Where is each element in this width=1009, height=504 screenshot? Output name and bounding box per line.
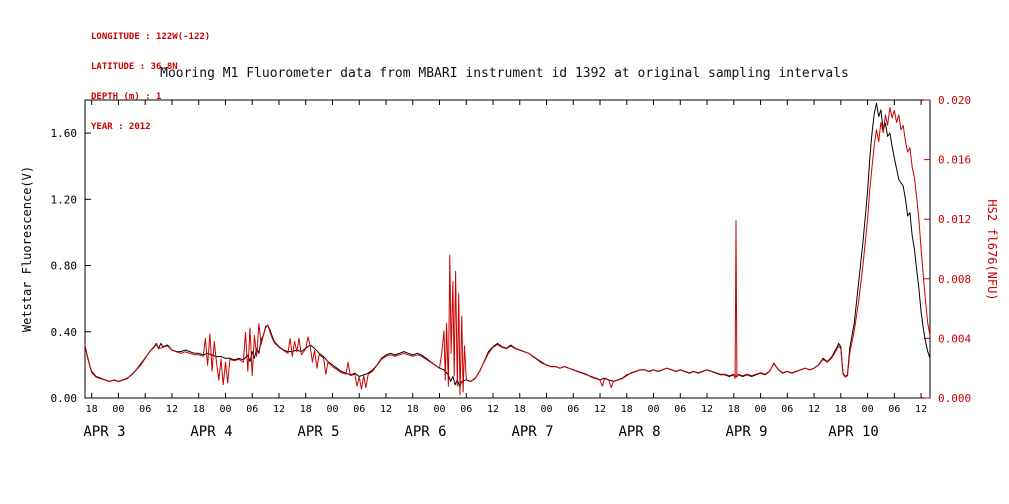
x-tick-label: 12 — [273, 404, 285, 415]
x-tick-label: 06 — [781, 404, 793, 415]
x-day-label: APR 8 — [618, 424, 660, 440]
x-tick-label: 12 — [487, 404, 499, 415]
x-tick-label: 06 — [139, 404, 151, 415]
x-day-label: APR 10 — [828, 424, 879, 440]
x-tick-label: 00 — [433, 404, 445, 415]
y-left-tick-label: 0.00 — [51, 392, 78, 405]
metadata-line-latitude: LATITUDE : 36.8N — [91, 62, 178, 72]
y-right-tick-label: 0.016 — [938, 154, 971, 167]
x-tick-label: 06 — [246, 404, 258, 415]
plot-border — [84, 99, 931, 399]
y-left-tick-label: 0.40 — [51, 326, 78, 339]
x-tick-label: 06 — [353, 404, 365, 415]
series-line-wetstar — [84, 102, 931, 387]
x-tick-label: 18 — [193, 404, 205, 415]
x-tick-label: 18 — [621, 404, 633, 415]
x-day-label: APR 5 — [297, 424, 339, 440]
plot-layer: 18 00 06 12 18 00 06 12 18 00 06 12 18 00 06 12 18 00 06 12… — [51, 94, 972, 440]
x-day-label: APR 6 — [404, 424, 446, 440]
x-tick-label: 00 — [326, 404, 338, 415]
x-tick-label: 12 — [166, 404, 178, 415]
x-day-label: APR 7 — [511, 424, 553, 440]
x-tick-label: 18 — [835, 404, 847, 415]
x-tick-label: 00 — [648, 404, 660, 415]
metadata-line-year: YEAR : 2012 — [91, 122, 151, 132]
x-tick-label: 12 — [808, 404, 820, 415]
y-left-tick-label: 1.60 — [51, 127, 78, 140]
x-tick-label: 00 — [219, 404, 231, 415]
y-right-tick-label: 0.004 — [938, 332, 971, 345]
metadata-line-longitude: LONGITUDE : 122W(-122) — [91, 32, 211, 42]
x-tick-label: 06 — [888, 404, 900, 415]
x-tick-label: 12 — [594, 404, 606, 415]
x-day-label: APR 4 — [190, 424, 232, 440]
x-tick-label: 18 — [86, 404, 98, 415]
x-tick-label: 00 — [755, 404, 767, 415]
x-tick-label: 18 — [300, 404, 312, 415]
y-left-tick-label: 0.80 — [51, 260, 78, 273]
x-tick-label: 18 — [514, 404, 526, 415]
x-tick-label: 06 — [460, 404, 472, 415]
metadata-line-depth: DEPTH (m) : 1 — [91, 92, 162, 102]
left-axis-label: Wetstar Fluorescence(V) — [20, 166, 34, 332]
x-tick-label: 00 — [862, 404, 874, 415]
x-day-label: APR 3 — [83, 424, 125, 440]
x-tick-label: 06 — [674, 404, 686, 415]
x-day-label: APR 9 — [725, 424, 767, 440]
x-tick-label: 12 — [701, 404, 713, 415]
y-right-tick-label: 0.012 — [938, 213, 971, 226]
x-tick-label: 00 — [540, 404, 552, 415]
y-right-tick-label: 0.000 — [938, 392, 971, 405]
chart-title: Mooring M1 Fluorometer data from MBARI i… — [160, 66, 849, 81]
x-tick-label: 12 — [380, 404, 392, 415]
y-right-tick-label: 0.008 — [938, 273, 971, 286]
y-right-tick-label: 0.020 — [938, 94, 971, 107]
right-axis-label: HS2 fl676(NFU) — [985, 199, 999, 300]
y-left-tick-label: 1.20 — [51, 193, 78, 206]
x-tick-label: 18 — [407, 404, 419, 415]
x-tick-label: 00 — [112, 404, 124, 415]
series-line-hs2 — [84, 107, 931, 396]
x-tick-label: 12 — [915, 404, 927, 415]
x-tick-label: 06 — [567, 404, 579, 415]
metadata-block: LONGITUDE : 122W(-122) LATITUDE : 36.8N … — [91, 12, 210, 152]
x-tick-label: 18 — [728, 404, 740, 415]
